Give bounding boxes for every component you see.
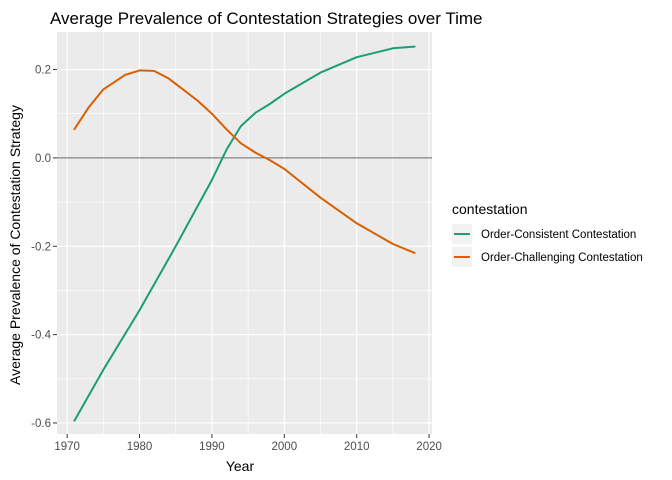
- y-axis-title: Average Prevalence of Contestation Strat…: [7, 105, 23, 385]
- x-axis: 1970 1980 1990 2000 2010 2020: [54, 434, 442, 453]
- legend-title: contestation: [452, 201, 528, 217]
- chart-title: Average Prevalence of Contestation Strat…: [50, 9, 482, 28]
- plot-panel: [57, 32, 432, 434]
- legend-label: Order-Consistent Contestation: [481, 229, 636, 241]
- series-line-order-consistent: [73, 45, 416, 422]
- y-axis: -0.6 -0.4 -0.2 0.0 0.2: [31, 65, 57, 430]
- minor-gridlines: [57, 32, 432, 434]
- y-tick-label: 0.2: [35, 65, 51, 77]
- legend-label: Order-Challenging Contestation: [481, 252, 643, 264]
- y-tick-label: -0.2: [31, 241, 51, 253]
- x-tick-label: 1990: [199, 441, 225, 453]
- x-tick-label: 2000: [272, 441, 298, 453]
- x-tick-label: 2020: [416, 441, 442, 453]
- x-tick-label: 2010: [344, 441, 370, 453]
- x-tick-label: 1970: [54, 441, 80, 453]
- y-tick-label: -0.6: [31, 418, 51, 430]
- series-line-order-challenging: [73, 69, 416, 254]
- series-layer: [73, 45, 416, 422]
- x-tick-label: 1980: [127, 441, 153, 453]
- y-tick-label: 0.0: [35, 153, 51, 165]
- x-axis-title: Year: [226, 458, 255, 474]
- y-tick-label: -0.4: [31, 330, 51, 342]
- legend: contestation Order-Consistent Contestati…: [452, 201, 643, 267]
